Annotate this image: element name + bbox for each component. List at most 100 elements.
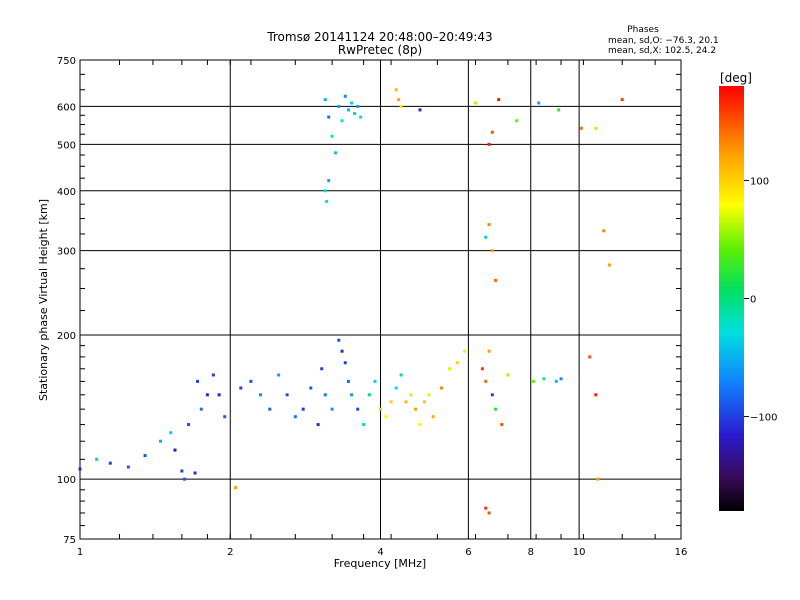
x-axis-label: Frequency [MHz] [334, 557, 426, 570]
data-point [343, 361, 347, 365]
data-point [346, 379, 350, 383]
colorbar-tick-label: 100 [750, 176, 769, 187]
data-point [268, 407, 272, 411]
data-point [473, 101, 477, 105]
data-point [249, 379, 253, 383]
y-tick-label: 500 [57, 140, 76, 151]
data-point [397, 98, 401, 102]
data-point [327, 179, 331, 183]
data-point [340, 349, 344, 353]
colorbar-tick-label: −100 [750, 413, 777, 424]
data-point [588, 355, 592, 359]
data-point [596, 477, 600, 481]
data-point [239, 386, 243, 390]
data-point [353, 111, 357, 115]
x-tick-label: 10 [573, 547, 586, 558]
data-point [187, 423, 191, 427]
data-point [594, 126, 598, 130]
data-point [323, 98, 327, 102]
data-point [427, 393, 431, 397]
data-point [350, 101, 354, 105]
data-point [484, 235, 488, 239]
data-point [487, 223, 491, 227]
data-point [373, 379, 377, 383]
data-point [422, 400, 426, 404]
x-tick-label: 6 [465, 547, 471, 558]
data-point [490, 249, 494, 253]
data-point [448, 367, 452, 371]
data-point [356, 104, 360, 108]
data-point [379, 407, 382, 411]
data-point [554, 379, 558, 383]
data-point [409, 393, 413, 397]
data-point [487, 511, 491, 515]
data-point [497, 98, 501, 102]
y-axis-label: Stationary phase Virtual Height [km] [37, 199, 50, 401]
data-point [350, 393, 354, 397]
y-tick-label: 300 [57, 247, 76, 258]
data-point [330, 134, 334, 138]
data-point [487, 349, 491, 353]
data-point [607, 263, 611, 267]
data-point [327, 115, 331, 119]
data-points [78, 88, 624, 515]
x-tick-labels: 1 2 4 6 8 10 16 [77, 547, 688, 558]
data-point [301, 407, 305, 411]
y-tick-label: 600 [57, 102, 76, 113]
x-tick-label: 16 [675, 547, 688, 558]
data-point [602, 229, 606, 233]
x-tick-label: 8 [528, 547, 534, 558]
data-point [384, 415, 388, 419]
y-tick-label: 100 [57, 475, 76, 486]
stats-heading: Phases [627, 25, 659, 35]
data-point [594, 393, 598, 397]
data-point [337, 338, 341, 342]
data-point [325, 199, 329, 203]
data-point [455, 361, 459, 365]
data-point [399, 104, 403, 108]
data-point [431, 415, 435, 419]
data-point [394, 88, 398, 92]
data-point [309, 386, 313, 390]
data-point [323, 189, 327, 193]
data-point [389, 400, 393, 404]
data-point [399, 373, 403, 377]
data-point [337, 104, 341, 108]
data-point [404, 400, 408, 404]
data-point [143, 454, 147, 458]
data-point [394, 386, 398, 390]
y-tick-label: 400 [57, 187, 76, 198]
data-point [193, 471, 197, 475]
data-point [579, 126, 583, 130]
x-tick-label: 2 [227, 547, 233, 558]
data-point [343, 94, 347, 98]
data-point [494, 278, 498, 282]
data-point [180, 469, 184, 473]
data-point [506, 373, 510, 377]
data-point [169, 431, 173, 435]
data-point [330, 407, 334, 411]
y-tick-labels: 75 100 200 300 400 500 600 750 [57, 56, 76, 546]
colorbar-label: [deg] [720, 71, 752, 85]
data-point [500, 423, 504, 427]
data-point [277, 373, 281, 377]
data-point [362, 423, 366, 427]
axis-ticks [80, 60, 681, 539]
data-point [480, 367, 484, 371]
data-point [199, 407, 203, 411]
data-point [346, 108, 350, 112]
colorbar-ticks: 100 0 −100 [744, 176, 777, 424]
data-point [234, 486, 238, 490]
x-tick-label: 1 [77, 547, 83, 558]
data-point [323, 393, 327, 397]
data-point [418, 108, 422, 112]
data-point [367, 393, 371, 397]
data-point [126, 465, 130, 469]
data-point [108, 461, 112, 465]
grid [80, 60, 681, 539]
data-point [95, 457, 99, 461]
stats-line-o: mean, sd,O: −76.3, 20.1 [608, 36, 719, 46]
data-point [490, 393, 494, 397]
data-point [173, 448, 177, 452]
stats-line-x: mean, sd,X: 102.5, 24.2 [608, 46, 716, 56]
